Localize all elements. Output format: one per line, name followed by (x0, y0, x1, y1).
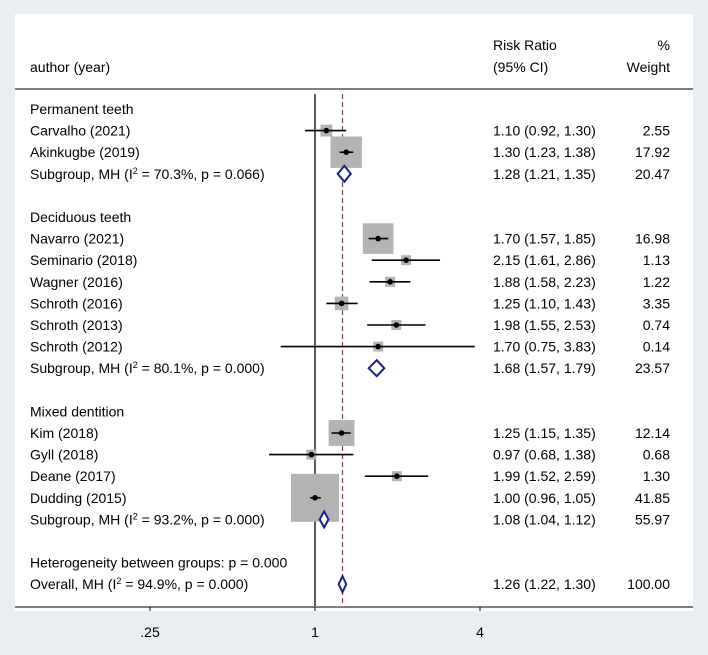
overall-label-sup: 2 (116, 576, 121, 586)
study-label: Carvalho (2021) (30, 123, 130, 139)
point-estimate (308, 451, 315, 458)
study-label: Kim (2018) (30, 425, 98, 441)
subgroup-label-pre: Subgroup, MH (I (30, 360, 133, 376)
point-estimate (338, 430, 345, 436)
subgroup-label-sup: 2 (133, 511, 138, 521)
weight-text: 1.13 (643, 252, 670, 268)
weight-text: 3.35 (643, 295, 670, 311)
ci-text: 1.88 (1.58, 2.23) (493, 274, 596, 290)
subgroup-diamond (367, 358, 386, 378)
study-label: Gyll (2018) (30, 447, 98, 463)
subgroup-label: Subgroup, MH (I2 = 80.1%, p = 0.000) (30, 360, 265, 376)
weight-text: 0.68 (643, 447, 670, 463)
study-label: Seminario (2018) (30, 252, 137, 268)
subgroup-diamond (336, 164, 352, 184)
forest-plot-panel: author (year) Risk Ratio (95% CI)% Weight Pe… (15, 14, 693, 611)
ci-text: 1.70 (0.75, 3.83) (493, 339, 596, 355)
study-label: Navarro (2021) (30, 231, 124, 247)
heterogeneity-text: Heterogeneity between groups: p = 0.000 (30, 555, 287, 571)
header-ci-label: (95% CI) (493, 59, 548, 75)
weight-text: 12.14 (635, 425, 670, 441)
point-estimate (375, 343, 381, 350)
subgroup-weight-text: 20.47 (635, 166, 670, 182)
x-tick-label-4: 4 (476, 624, 484, 640)
ci-text: 1.30 (1.23, 1.38) (493, 144, 596, 160)
weight-text: 1.30 (643, 468, 670, 484)
study-label: Schroth (2013) (30, 317, 123, 333)
study-label: Schroth (2016) (30, 295, 123, 311)
study-label: Wagner (2016) (30, 274, 123, 290)
overall-label: Overall, MH (I2 = 94.9%, p = 0.000) (30, 576, 248, 592)
overall-diamond (337, 573, 348, 595)
overall-label-pre: Overall, MH (I (30, 576, 116, 592)
group-heading: Permanent teeth (30, 101, 134, 117)
header-weight-percent: % (658, 37, 670, 53)
subgroup-ci-text: 1.08 (1.04, 1.12) (493, 511, 596, 527)
point-estimate (343, 149, 350, 155)
ci-text: 0.97 (0.68, 1.38) (493, 447, 596, 463)
weight-text: 16.98 (635, 231, 670, 247)
weight-text: 0.74 (643, 317, 670, 333)
subgroup-label-pre: Subgroup, MH (I (30, 166, 133, 182)
header-estimate-label: Risk Ratio (493, 37, 557, 53)
subgroup-label-sup: 2 (133, 166, 138, 176)
subgroup-diamond (318, 509, 330, 530)
subgroup-ci-text: 1.68 (1.57, 1.79) (493, 360, 596, 376)
point-estimate (387, 279, 393, 285)
header-weight-label: Weight (627, 59, 670, 75)
group-heading: Deciduous teeth (30, 209, 131, 225)
ci-text: 2.15 (1.61, 2.86) (493, 252, 596, 268)
subgroup-label-post: = 80.1%, p = 0.000) (138, 360, 265, 376)
ci-text: 1.25 (1.15, 1.35) (493, 425, 596, 441)
point-estimate (323, 127, 330, 134)
ci-text: 1.98 (1.55, 2.53) (493, 317, 596, 333)
weight-text: 1.22 (643, 274, 670, 290)
overall-weight-text: 100.00 (627, 576, 670, 592)
overall-label-post: = 94.9%, p = 0.000) (121, 576, 248, 592)
x-tick-label-025: .25 (140, 624, 160, 640)
point-estimate (338, 300, 345, 307)
overall-ci-text: 1.26 (1.22, 1.30) (493, 576, 596, 592)
subgroup-label-sup: 2 (133, 360, 138, 370)
ci-text: 1.10 (0.92, 1.30) (493, 123, 596, 139)
x-tick-label-1: 1 (311, 624, 319, 640)
weight-text: 2.55 (643, 123, 670, 139)
weight-text: 17.92 (635, 144, 670, 160)
weight-text: 0.14 (643, 339, 670, 355)
study-label: Schroth (2012) (30, 339, 123, 355)
subgroup-label-post: = 93.2%, p = 0.000) (138, 511, 265, 527)
weight-text: 41.85 (635, 490, 670, 506)
point-estimate (393, 322, 400, 328)
group-heading: Mixed dentition (30, 403, 124, 419)
point-estimate (394, 473, 400, 480)
ci-text: 1.99 (1.52, 2.59) (493, 468, 596, 484)
ci-text: 1.70 (1.57, 1.85) (493, 231, 596, 247)
subgroup-ci-text: 1.28 (1.21, 1.35) (493, 166, 596, 182)
subgroup-label: Subgroup, MH (I2 = 93.2%, p = 0.000) (30, 511, 265, 527)
forest-plot: author (year) Risk Ratio (95% CI)% Weight Pe… (15, 37, 693, 611)
subgroup-label: Subgroup, MH (I2 = 70.3%, p = 0.066) (30, 166, 265, 182)
ci-text: 1.25 (1.10, 1.43) (493, 295, 596, 311)
subgroup-weight-text: 55.97 (635, 511, 670, 527)
study-label: Dudding (2015) (30, 490, 127, 506)
subgroup-label-post: = 70.3%, p = 0.066) (138, 166, 265, 182)
header-study-label: author (year) (30, 59, 110, 75)
study-label: Akinkugbe (2019) (30, 144, 140, 160)
point-estimate (312, 495, 318, 501)
subgroup-label-pre: Subgroup, MH (I (30, 511, 133, 527)
subgroup-weight-text: 23.57 (635, 360, 670, 376)
study-label: Deane (2017) (30, 468, 116, 484)
point-estimate (375, 235, 381, 242)
point-estimate (403, 257, 409, 263)
ci-text: 1.00 (0.96, 1.05) (493, 490, 596, 506)
